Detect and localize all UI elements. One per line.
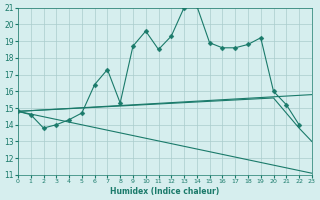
X-axis label: Humidex (Indice chaleur): Humidex (Indice chaleur) <box>110 187 220 196</box>
